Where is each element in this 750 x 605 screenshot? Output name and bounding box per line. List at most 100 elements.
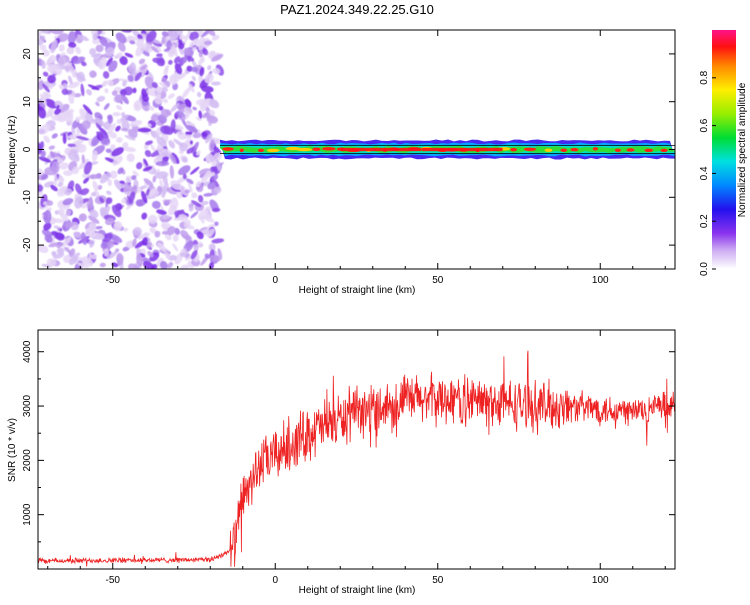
noise-speckle — [88, 174, 102, 180]
noise-speckle — [161, 77, 167, 83]
noise-speckle — [211, 53, 224, 62]
noise-speckle — [89, 70, 97, 78]
noise-speckle — [205, 170, 213, 178]
noise-speckle — [129, 120, 143, 127]
noise-speckle — [107, 115, 114, 124]
noise-speckle — [123, 146, 137, 153]
noise-speckle — [80, 83, 85, 97]
noise-speckle — [40, 93, 47, 105]
noise-speckle — [159, 179, 164, 188]
noise-speckle — [114, 248, 120, 253]
noise-speckle — [182, 173, 187, 180]
snr-y-tick-label: 4000 — [22, 340, 33, 363]
noise-speckle — [54, 210, 60, 215]
noise-speckle — [65, 62, 75, 74]
noise-speckle — [90, 254, 98, 260]
noise-speckle — [118, 78, 130, 83]
noise-speckle — [178, 165, 191, 176]
noise-speckle — [183, 134, 193, 140]
noise-speckle — [71, 126, 76, 135]
noise-speckle — [122, 142, 129, 149]
noise-speckle — [120, 94, 129, 105]
noise-speckle — [123, 184, 133, 192]
noise-speckle — [110, 144, 116, 151]
noise-speckle — [209, 137, 222, 145]
noise-speckle — [158, 82, 168, 88]
noise-speckle — [166, 226, 176, 236]
noise-speckle — [117, 167, 124, 175]
noise-speckle — [44, 98, 57, 109]
noise-speckle — [90, 191, 97, 197]
signal-peak — [510, 147, 518, 152]
noise-speckle — [73, 231, 81, 238]
noise-speckle — [91, 53, 101, 58]
noise-speckle — [42, 83, 50, 93]
colorbar: 0.0 0.2 0.4 0.6 0.8 Normalized spectral ampl… — [699, 30, 748, 276]
noise-speckle — [99, 196, 105, 204]
noise-speckle — [184, 30, 191, 43]
noise-speckle — [208, 243, 216, 251]
noise-speckle — [174, 63, 183, 75]
noise-speckle — [41, 49, 50, 57]
noise-speckle — [180, 264, 189, 269]
noise-speckle — [67, 30, 77, 45]
noise-speckle — [40, 60, 46, 69]
noise-speckle — [57, 33, 69, 43]
noise-speckle — [115, 32, 127, 44]
noise-speckle — [159, 260, 168, 269]
noise-speckle — [190, 211, 199, 219]
noise-speckle — [148, 71, 154, 81]
noise-speckle — [111, 204, 122, 218]
noise-speckle — [106, 190, 112, 196]
noise-speckle — [109, 131, 117, 139]
spectrogram-ylabel: Frequency (Hz) — [7, 116, 18, 185]
noise-speckle — [198, 58, 205, 65]
noise-speckle — [53, 225, 61, 230]
noise-speckle — [108, 80, 114, 87]
noise-speckle — [201, 47, 209, 56]
noise-speckle — [50, 152, 59, 158]
noise-speckle — [38, 31, 42, 37]
noise-speckle — [115, 125, 121, 132]
signal-peak — [523, 147, 537, 151]
noise-speckle — [65, 209, 72, 217]
noise-speckle — [137, 34, 143, 41]
noise-speckle — [75, 128, 81, 134]
noise-speckle — [69, 149, 79, 154]
noise-speckle — [150, 46, 159, 53]
noise-speckle — [76, 136, 90, 141]
noise-speckle — [112, 155, 123, 166]
noise-speckle — [85, 227, 92, 234]
noise-speckle — [77, 123, 88, 135]
noise-speckle — [150, 114, 160, 122]
colorbar-tick-label: 0.6 — [699, 118, 710, 132]
noise-speckle — [75, 183, 83, 195]
noise-speckle — [183, 219, 191, 228]
signal-peak — [570, 148, 579, 152]
noise-speckle — [68, 42, 77, 48]
noise-speckle — [198, 50, 203, 58]
noise-speckle — [83, 161, 93, 175]
noise-speckle — [111, 90, 118, 96]
noise-speckle — [209, 139, 215, 152]
noise-speckle — [190, 166, 200, 175]
noise-speckle — [89, 48, 97, 56]
noise-speckle — [185, 98, 192, 109]
noise-speckle — [191, 192, 198, 199]
noise-speckle — [184, 189, 191, 194]
noise-speckle — [161, 151, 170, 157]
noise-speckle — [81, 154, 85, 164]
snr-x-tick-label: 0 — [272, 575, 278, 586]
noise-speckle — [209, 255, 221, 262]
noise-speckle — [214, 221, 219, 226]
noise-speckle — [157, 242, 167, 253]
noise-speckle — [191, 75, 197, 81]
noise-speckle — [59, 211, 69, 222]
noise-speckle — [111, 147, 124, 157]
noise-speckle — [78, 158, 89, 170]
snr-line — [38, 350, 675, 567]
signal-peak — [544, 148, 553, 152]
colorbar-label: Normalized spectral amplitude — [737, 82, 748, 217]
noise-speckle — [42, 71, 49, 77]
